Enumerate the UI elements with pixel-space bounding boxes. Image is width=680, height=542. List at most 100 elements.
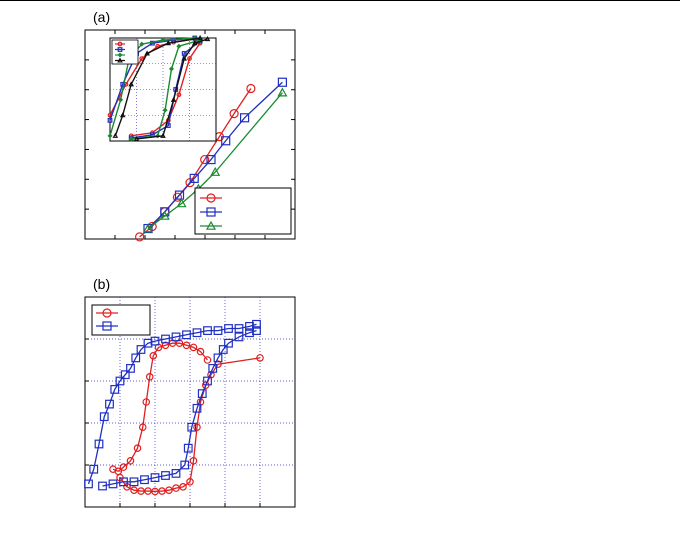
panel-b-data-point xyxy=(180,460,190,470)
panel-b-data-point xyxy=(150,473,160,482)
inset-data-point xyxy=(128,81,135,87)
panel-b-data-point xyxy=(224,324,233,333)
panel-b-data-point xyxy=(108,479,118,489)
inset-data-point xyxy=(165,40,172,46)
panel-b-data-point xyxy=(129,477,139,487)
inset-data-point xyxy=(139,56,145,61)
inset-data-point xyxy=(118,97,124,103)
panel-b-grid xyxy=(85,297,295,507)
panel-b-data-point xyxy=(197,389,207,398)
panel-a-series-2 xyxy=(142,87,288,233)
panel-b-data-point xyxy=(150,336,160,346)
panel-b-data-point xyxy=(192,328,202,338)
inset-data-point xyxy=(139,41,145,47)
panel-b-data-point xyxy=(143,338,153,348)
panel-b-data-point xyxy=(161,471,170,480)
panel-a-series xyxy=(135,77,288,242)
panel-a-data-point xyxy=(229,108,239,119)
inset-data-point xyxy=(168,66,174,72)
inset-data-point xyxy=(144,50,150,56)
inset-data-point xyxy=(160,132,166,138)
panel-b-data-point xyxy=(172,484,180,492)
panel-b-data-point xyxy=(213,353,223,363)
inset-lower-branch xyxy=(136,38,208,140)
panel-b-data-point xyxy=(234,332,244,342)
panel-b-data-point xyxy=(224,338,233,348)
panel-b-label: (b) xyxy=(93,276,110,292)
panel-b-data-point xyxy=(208,364,218,373)
panel-b-data-point xyxy=(179,483,187,491)
panel-b-data-point xyxy=(119,463,128,471)
panel-b-data-point xyxy=(252,319,261,329)
panel-a-legend-marker xyxy=(206,207,216,217)
panel-b-data-point xyxy=(187,422,197,432)
panel-b-data-point xyxy=(189,343,198,352)
panel-a-legend-marker xyxy=(205,220,217,230)
panel-b-data-point xyxy=(203,356,212,364)
inset-data-point xyxy=(162,107,168,113)
panel-b-data-point xyxy=(165,486,173,495)
panel-b-data-point xyxy=(110,385,120,394)
panel-b-data-point xyxy=(203,326,212,335)
panel-a-data-point xyxy=(277,87,288,97)
panel-b-data-point xyxy=(138,423,147,432)
panel-b-data-point xyxy=(120,370,130,380)
inset-data-point xyxy=(119,112,126,118)
panel-b-data-point xyxy=(245,328,254,338)
inset-series-3 xyxy=(112,34,211,141)
panel-b-data-point xyxy=(89,464,99,474)
panel-b-data-point xyxy=(136,345,146,354)
panel-a-legend-marker xyxy=(206,193,216,203)
inset-legend-marker xyxy=(117,47,123,52)
inset-data-point xyxy=(112,132,119,138)
panel-b-series xyxy=(84,319,264,496)
panel-b-legend-box xyxy=(91,304,151,336)
top-rule xyxy=(0,0,680,1)
panel-b-data-point xyxy=(203,376,212,386)
panel-b-lower-branch xyxy=(102,329,257,487)
panel-b-data-point xyxy=(158,487,166,495)
panel-b-data-point xyxy=(105,399,114,409)
panel-b-legend xyxy=(91,304,151,336)
inset-grid xyxy=(110,38,216,141)
inset-data-point xyxy=(187,56,192,61)
panel-a-data-point xyxy=(176,198,187,208)
inset-legend-marker xyxy=(117,57,123,63)
panel-b-data-point xyxy=(126,364,135,373)
panel-a-axes-frame xyxy=(84,29,296,240)
panel-a-label: (a) xyxy=(93,9,110,25)
panel-b-data-point xyxy=(171,469,181,478)
panel-a-data-point xyxy=(174,190,185,200)
panel-b-data-point xyxy=(137,487,145,495)
inset-legend xyxy=(111,39,139,65)
inset-data-point xyxy=(176,43,182,49)
inset-data-point xyxy=(160,37,166,43)
panel-b-legend-marker xyxy=(102,308,112,318)
panel-a-data-point xyxy=(189,173,199,183)
panel-b-data-point xyxy=(196,347,205,356)
panel-a-data-point xyxy=(142,223,154,233)
panel-b-data-point xyxy=(140,475,149,485)
panel-b-data-point xyxy=(182,341,191,350)
panel-b-data-point xyxy=(99,412,109,422)
panel-a-data-point xyxy=(210,166,221,176)
panel-a-legend xyxy=(194,187,292,235)
inset-legend-marker xyxy=(117,41,123,47)
panel-b-data-point xyxy=(84,479,93,489)
panel-a-data-point xyxy=(135,232,145,242)
panel-b-data-point xyxy=(130,486,138,495)
panel-b-data-point xyxy=(256,354,264,362)
inset-data-point xyxy=(107,117,113,123)
panel-b-data-point xyxy=(161,334,170,344)
panel-b-data-point xyxy=(145,372,154,381)
panel-b-data-point xyxy=(131,353,141,363)
panel-b-data-point xyxy=(171,332,181,342)
panel-b-data-point xyxy=(186,477,194,486)
panel-b-series-1 xyxy=(84,319,261,491)
panel-b-data-point xyxy=(218,345,228,354)
panel-a-series-1 xyxy=(143,77,287,234)
inset-data-point xyxy=(128,136,134,142)
inset-data-point xyxy=(191,40,198,46)
inset-data-point xyxy=(204,35,211,42)
